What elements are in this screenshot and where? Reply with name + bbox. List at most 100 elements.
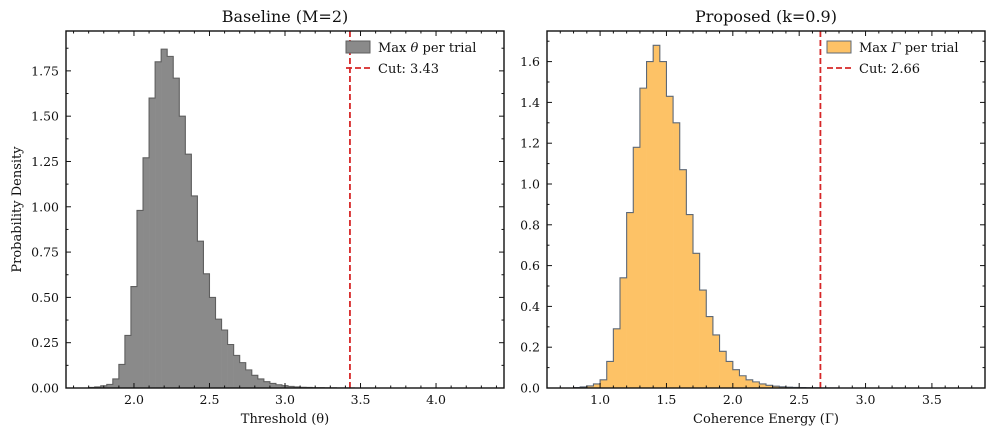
y-tick-label: 1.2 — [520, 136, 540, 151]
histogram-bar — [209, 297, 216, 388]
histogram-bar — [275, 384, 283, 388]
y-tick-label: 1.75 — [31, 63, 59, 78]
x-tick-label: 3.5 — [351, 392, 371, 407]
chart-title: Proposed (k=0.9) — [695, 7, 837, 26]
histogram-bar — [112, 378, 120, 388]
histogram-bar — [719, 351, 727, 388]
y-tick-label: 0.50 — [31, 290, 59, 305]
histogram-bar — [203, 273, 210, 388]
y-tick-label: 0.8 — [520, 217, 540, 232]
histogram-bar — [136, 210, 144, 388]
histogram-bar — [185, 154, 192, 388]
histogram-bar — [239, 362, 247, 388]
legend-label-histogram: Max Γ per trial — [859, 41, 959, 56]
histogram-bar — [606, 361, 614, 388]
x-tick-label: 2.0 — [723, 392, 743, 407]
y-tick-label: 1.50 — [31, 109, 59, 124]
y-tick-label: 1.0 — [520, 177, 540, 192]
y-axis-label: Probability Density — [10, 146, 25, 273]
histogram-bar — [693, 253, 700, 388]
y-tick-label: 1.25 — [31, 154, 59, 169]
histogram-bar — [726, 361, 734, 388]
histogram-bar — [639, 88, 647, 389]
y-tick-label: 0.0 — [520, 381, 540, 396]
histogram-bar — [712, 334, 720, 388]
x-tick-label: 1.0 — [590, 392, 610, 407]
histogram-bars — [88, 49, 355, 389]
legend: Max θ per trial Cut: 3.43 — [345, 40, 476, 77]
histogram-bar — [233, 355, 240, 388]
legend-swatch-histogram — [345, 40, 371, 54]
x-tick-label: 2.5 — [789, 392, 809, 407]
histogram-bar — [124, 335, 132, 388]
legend-label-suffix: per trial — [901, 41, 959, 56]
histogram-bar — [613, 328, 621, 388]
histogram-bar — [269, 383, 277, 388]
chart-panel-1: 2.0 2.5 3.0 3.5 4.0 0.00 0.25 0.50 0.75 1.00 1.25 1… — [10, 7, 505, 427]
y-tick-label: 0.25 — [31, 335, 59, 350]
plot-frame — [546, 30, 986, 389]
histogram-bar — [245, 369, 253, 388]
legend-label-cut: Cut: 2.66 — [859, 62, 920, 77]
x-tick-label: 2.5 — [200, 392, 220, 407]
x-tick-label: 3.5 — [922, 392, 942, 407]
histogram-bar — [600, 379, 608, 388]
x-axis-label: Threshold (θ) — [241, 412, 329, 427]
histogram-bar — [752, 381, 760, 388]
histogram-bar — [251, 375, 259, 388]
histogram-bar — [191, 195, 198, 388]
histogram-bar — [699, 290, 707, 388]
histogram-bar — [646, 61, 654, 388]
legend-label-prefix: Max — [378, 41, 411, 56]
histogram-bar — [179, 116, 186, 389]
x-tick-label: 2.0 — [124, 392, 144, 407]
histogram-bar — [149, 98, 156, 389]
histogram-bars — [573, 45, 840, 389]
legend-label-prefix: Max — [859, 41, 892, 56]
legend-label-histogram: Max θ per trial — [378, 41, 476, 56]
histogram-bar — [706, 316, 714, 388]
y-tick-label: 1.6 — [520, 54, 540, 69]
histogram-bar — [732, 369, 740, 388]
histogram-bar — [746, 379, 754, 388]
histogram-bar — [759, 383, 767, 388]
histogram-bar — [686, 214, 694, 388]
histogram-bar — [633, 147, 641, 388]
histogram-bar — [130, 286, 138, 388]
histogram-bar — [659, 61, 667, 388]
histogram-bar — [288, 386, 295, 388]
histogram-bar — [620, 277, 627, 388]
histogram-bar — [197, 241, 204, 388]
histogram-bar — [586, 385, 594, 388]
y-tick-label: 0.6 — [520, 258, 540, 273]
y-tick-label: 0.00 — [31, 381, 59, 396]
histogram-bar — [155, 61, 162, 389]
histogram-bar — [215, 319, 222, 388]
legend-swatch-histogram — [826, 40, 852, 54]
x-tick-label: 1.5 — [657, 392, 677, 407]
histogram-bar — [161, 49, 168, 389]
legend: Max Γ per trial Cut: 2.66 — [826, 40, 959, 77]
x-tick-label: 3.0 — [856, 392, 876, 407]
histogram-bar — [766, 385, 773, 388]
histogram-bar — [227, 344, 234, 388]
histogram-bar — [173, 78, 180, 389]
histogram-bar — [167, 56, 174, 389]
y-tick-label: 1.4 — [520, 95, 540, 110]
y-tick-label: 0.75 — [31, 245, 59, 260]
histogram-bar — [739, 375, 747, 388]
x-tick-label: 3.0 — [275, 392, 295, 407]
x-tick-label: 4.0 — [426, 392, 446, 407]
histogram-bar — [106, 384, 114, 388]
histogram-bar — [143, 157, 150, 388]
histogram-bar — [257, 378, 265, 388]
legend-label-symbol: θ — [411, 41, 419, 56]
histogram-bar — [673, 122, 681, 389]
histogram-bar — [263, 381, 271, 388]
y-tick-label: 0.2 — [520, 340, 540, 355]
histogram-bar — [772, 386, 780, 388]
y-tick-label: 0.4 — [520, 299, 540, 314]
legend-label-cut: Cut: 3.43 — [378, 62, 439, 77]
chart-panel-2: 1.0 1.5 2.0 2.5 3.0 3.5 0.0 0.2 0.4 0.6 0.8 1.0 1.2 1… — [520, 7, 986, 427]
